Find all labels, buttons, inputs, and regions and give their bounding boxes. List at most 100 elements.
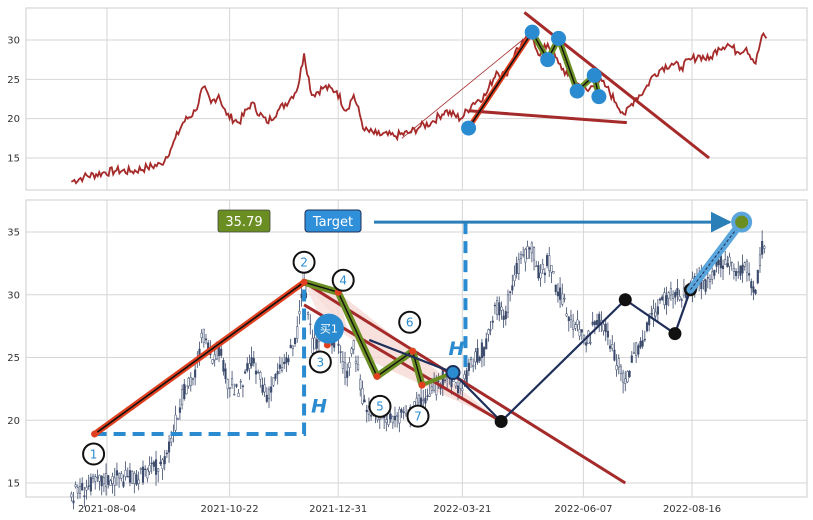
x-tick-label: 2022-06-07 bbox=[554, 504, 612, 515]
candle-body bbox=[506, 294, 510, 313]
candle-body bbox=[261, 384, 264, 393]
candle-body bbox=[276, 371, 279, 375]
candle-body bbox=[641, 340, 644, 347]
candle-body bbox=[161, 459, 164, 469]
candle-body bbox=[313, 337, 316, 350]
candle-body bbox=[463, 374, 466, 379]
pattern-point-marker bbox=[82, 442, 106, 466]
candle-body bbox=[385, 419, 388, 423]
candle-body bbox=[239, 380, 242, 383]
pattern-point-label: 1 bbox=[90, 447, 98, 461]
candle-body bbox=[628, 370, 631, 377]
detail-pattern-point bbox=[373, 372, 381, 380]
candle-body bbox=[511, 285, 514, 291]
buy-point-label: 买1 bbox=[320, 323, 338, 336]
y-tick-label: 35 bbox=[7, 228, 20, 239]
pattern-point-label: 4 bbox=[339, 274, 347, 288]
candle-body bbox=[228, 387, 231, 389]
candle-body bbox=[578, 329, 581, 337]
candle-body bbox=[706, 277, 709, 279]
candle-body bbox=[102, 477, 105, 485]
candle-body bbox=[443, 379, 447, 381]
candle-body bbox=[126, 476, 129, 478]
candle-body bbox=[541, 263, 544, 270]
candle-body bbox=[72, 500, 75, 504]
candle-body bbox=[513, 274, 516, 282]
candle-body bbox=[124, 469, 127, 477]
candle-body bbox=[672, 294, 675, 299]
value-box-label: 35.79 bbox=[225, 215, 262, 230]
candle-body bbox=[606, 330, 609, 338]
candle-body bbox=[352, 340, 355, 350]
candle-body bbox=[552, 271, 555, 274]
candle-body bbox=[732, 268, 735, 273]
candle-body bbox=[70, 493, 73, 498]
candle-body bbox=[589, 342, 592, 344]
candle-body bbox=[404, 405, 407, 414]
candle-body bbox=[622, 372, 625, 383]
candle-body bbox=[585, 342, 588, 346]
candle-body bbox=[81, 482, 84, 491]
y-tick-label: 15 bbox=[7, 154, 20, 165]
candle-body bbox=[157, 468, 160, 472]
candle-body bbox=[91, 475, 95, 479]
candle-body bbox=[237, 392, 240, 397]
candle-body bbox=[241, 385, 244, 387]
candle-body bbox=[576, 319, 579, 325]
candle-body bbox=[252, 357, 255, 364]
pattern-point-label: 7 bbox=[414, 409, 422, 423]
candle-body bbox=[307, 312, 310, 315]
candle-body bbox=[724, 259, 727, 265]
candle-body bbox=[493, 304, 496, 307]
overview-pattern-point bbox=[524, 24, 540, 40]
candle-body bbox=[645, 322, 649, 332]
height-label: H bbox=[448, 338, 464, 360]
overview-pattern-point bbox=[461, 120, 477, 136]
candle-body bbox=[272, 377, 275, 386]
pattern-point-label: 5 bbox=[376, 400, 384, 414]
candle-body bbox=[100, 475, 103, 487]
pattern-point-marker bbox=[406, 404, 430, 428]
candle-body bbox=[187, 377, 190, 387]
candle-body bbox=[339, 351, 342, 353]
candle-body bbox=[354, 360, 357, 364]
overview-pattern-point bbox=[551, 30, 567, 46]
detail-pattern-point bbox=[300, 278, 308, 286]
x-tick-label: 2022-03-21 bbox=[433, 504, 491, 515]
pattern-point-label: 3 bbox=[317, 355, 325, 369]
candle-body bbox=[296, 326, 299, 339]
y-tick-label: 25 bbox=[7, 75, 20, 86]
overview-pattern-point bbox=[569, 83, 585, 99]
candle-body bbox=[337, 343, 340, 346]
candle-body bbox=[569, 315, 573, 320]
candle-body bbox=[758, 254, 762, 267]
overview-pattern-point bbox=[586, 67, 602, 83]
candle-body bbox=[250, 357, 253, 367]
candle-body bbox=[176, 418, 179, 420]
candle-body bbox=[398, 408, 401, 424]
candle-body bbox=[211, 359, 214, 364]
candle-body bbox=[515, 262, 518, 274]
candle-body bbox=[254, 370, 258, 375]
candle-body bbox=[244, 371, 247, 374]
candle-body bbox=[604, 323, 607, 333]
candle-body bbox=[233, 393, 236, 396]
candle-body bbox=[658, 298, 662, 301]
candle-body bbox=[98, 475, 101, 482]
candle-body bbox=[213, 354, 216, 361]
candle-body bbox=[474, 351, 477, 363]
candle-body bbox=[721, 265, 725, 270]
candle-body bbox=[485, 338, 488, 350]
candle-body bbox=[713, 269, 716, 276]
candle-body bbox=[109, 480, 112, 486]
candle-body bbox=[572, 320, 575, 330]
candle-body bbox=[396, 415, 399, 417]
candle-body bbox=[532, 247, 536, 261]
candle-body bbox=[78, 486, 82, 494]
candle-body bbox=[613, 349, 616, 361]
candle-body bbox=[107, 475, 110, 485]
candle-body bbox=[619, 366, 622, 374]
candle-body bbox=[543, 272, 546, 276]
candle-body bbox=[94, 476, 97, 482]
